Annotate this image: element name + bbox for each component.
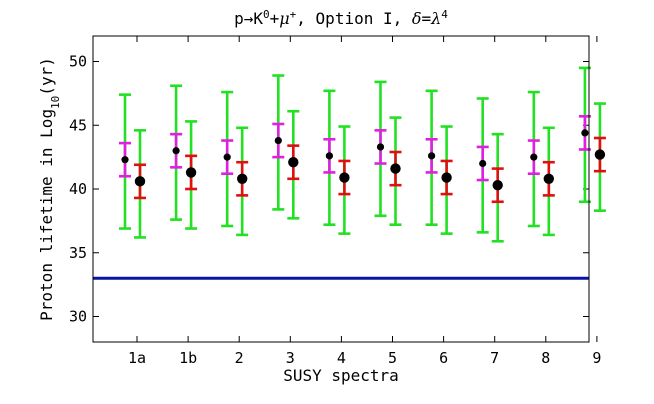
y-tick-label: 30 <box>69 308 87 326</box>
y-tick-label: 40 <box>69 180 87 198</box>
x-tick-label: 3 <box>286 349 295 367</box>
x-tick-label: 8 <box>541 349 550 367</box>
chart-title: p→K0+μ+, Option I, δ=λ4 <box>234 8 448 29</box>
data-point-small <box>428 152 436 160</box>
data-point-small <box>223 153 231 161</box>
data-point-small <box>274 136 282 145</box>
x-tick-label: 9 <box>592 349 601 367</box>
data-point-small <box>121 156 129 164</box>
data-point-small <box>581 129 589 137</box>
data-point-large <box>288 157 299 168</box>
data-point-small <box>530 153 538 161</box>
y-tick-label: 45 <box>69 116 87 134</box>
x-tick-label: 5 <box>388 349 397 367</box>
data-point-large <box>185 167 197 178</box>
x-tick-label: 2 <box>235 349 244 367</box>
data-point-small <box>172 147 180 155</box>
data-point-large <box>134 176 146 187</box>
x-tick-label: 6 <box>439 349 448 367</box>
data-point-large <box>390 163 401 174</box>
data-point-large <box>492 179 503 191</box>
x-tick-label: 7 <box>490 349 499 367</box>
data-point-small <box>325 152 333 160</box>
y-tick-label: 35 <box>69 244 87 262</box>
x-tick-label: 4 <box>337 349 346 367</box>
y-axis-title: Proton lifetime in Log10(yr) <box>37 57 62 321</box>
data-point-large <box>441 172 452 183</box>
plot-frame <box>92 35 590 343</box>
data-point-large <box>339 172 350 183</box>
data-point-large <box>237 173 248 184</box>
x-axis-title: SUSY spectra <box>283 366 399 385</box>
y-tick-label: 50 <box>69 53 87 71</box>
data-point-small <box>479 159 487 168</box>
x-tick-label: 1b <box>179 349 197 367</box>
x-tick-label: 1a <box>128 349 146 367</box>
data-point-large <box>594 149 606 160</box>
data-point-large <box>543 173 554 184</box>
data-point-small <box>376 143 385 151</box>
